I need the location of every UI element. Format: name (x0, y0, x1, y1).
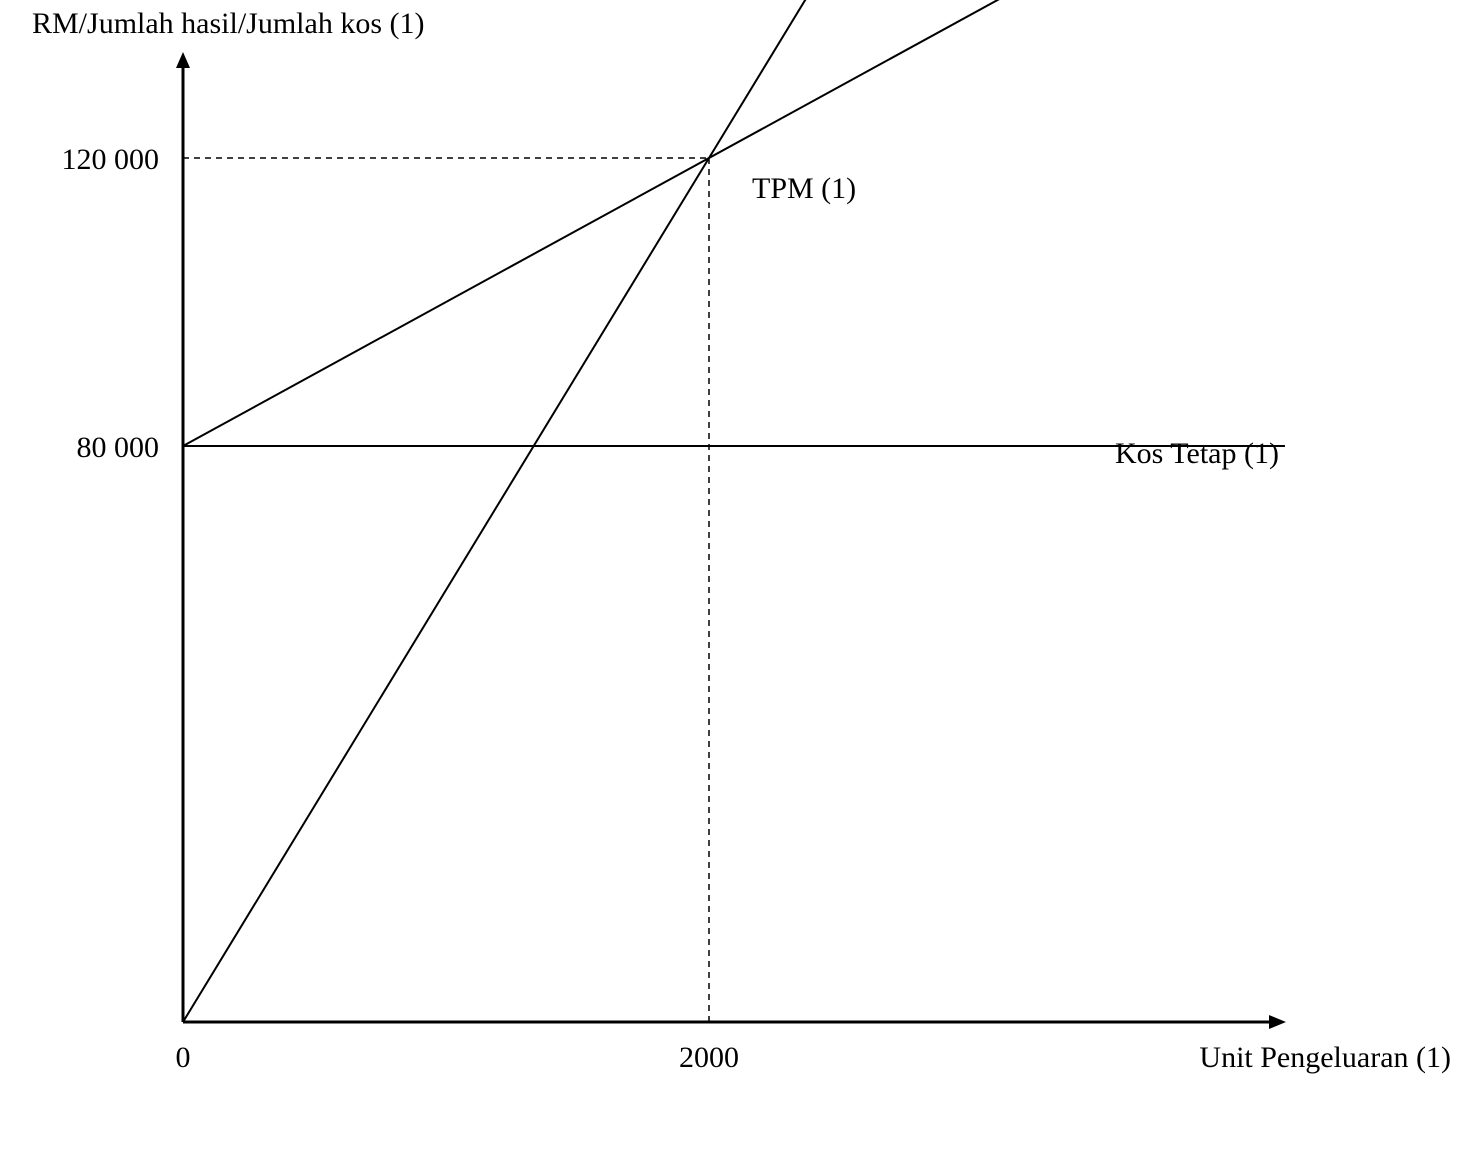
total-cost-line (182, 0, 1000, 447)
break-even-label: TPM (1) (752, 172, 856, 205)
break-even-guides (183, 157, 710, 1022)
x-axis-arrow (1269, 1015, 1286, 1029)
x-axis-label: Unit Pengeluaran (1) (1199, 1041, 1451, 1074)
series-lines (182, 0, 1285, 1023)
axes (176, 52, 1286, 1029)
y-axis-label: RM/Jumlah hasil/Jumlah kos (1) (32, 7, 425, 40)
total-revenue-line (182, 0, 807, 1023)
y-axis-arrow (176, 52, 190, 68)
series-label: Kos Tetap (1) (1115, 437, 1279, 470)
x-tick-label: 0 (176, 1041, 191, 1074)
x-tick-label: 2000 (679, 1041, 739, 1074)
y-tick-label: 80 000 (77, 431, 160, 464)
y-tick-label: 120 000 (62, 143, 160, 176)
labels: Jumlah hasil (1)Jumlah kos (1)Kos Tetap … (32, 7, 1451, 1074)
